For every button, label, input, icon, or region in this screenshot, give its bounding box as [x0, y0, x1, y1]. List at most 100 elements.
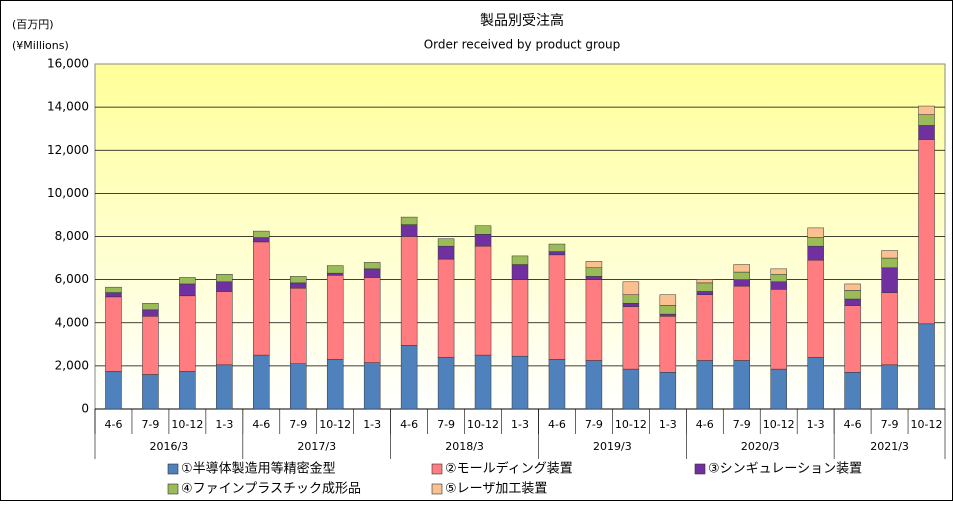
bar-segment: [844, 298, 861, 306]
bar-segment: [253, 354, 270, 410]
bar-segment: [400, 224, 418, 237]
bar-segment: [807, 237, 824, 247]
bar-segment: [659, 305, 677, 315]
bar-segment: [696, 282, 714, 292]
group-label: 2021/3: [870, 440, 909, 453]
bar-segment: [696, 294, 714, 361]
bar-segment: [253, 230, 270, 238]
bar-segment: [290, 363, 307, 410]
bar-segment: [363, 277, 381, 363]
bar-segment: [881, 257, 898, 269]
bar-segment: [474, 354, 492, 410]
bar-segment: [733, 264, 750, 273]
bar-segment: [105, 286, 122, 293]
y-tick-label: 4,000: [55, 315, 89, 329]
bar-segment: [733, 279, 750, 287]
bar-segment: [733, 360, 750, 410]
bar-segment: [659, 372, 677, 410]
y-tick-label: 2,000: [55, 358, 89, 372]
bar-segment: [659, 294, 677, 306]
bar-segment: [548, 359, 566, 410]
bar-segment: [733, 271, 750, 280]
legend-label: ③シンギュレーション装置: [708, 462, 862, 477]
bar-segment: [622, 303, 640, 307]
bar-segment: [142, 316, 159, 375]
bar-segment: [770, 268, 787, 275]
y-tick-label: 14,000: [47, 100, 89, 114]
bar-segment: [179, 283, 196, 297]
bar-segment: [881, 364, 898, 410]
legend-label: ①半導体製造用等精密金型: [181, 461, 336, 477]
bar-segment: [216, 291, 233, 366]
bar-segment: [363, 362, 381, 410]
legend-swatch: [167, 463, 179, 475]
bar-segment: [770, 289, 787, 370]
bar-segment: [216, 281, 233, 292]
bar-segment: [105, 371, 122, 410]
bar-segment: [548, 251, 566, 256]
bar-segment: [733, 285, 750, 361]
bar-segment: [216, 364, 233, 410]
bar-segment: [511, 279, 529, 357]
group-label: 2017/3: [297, 440, 336, 453]
bar-segment: [511, 264, 529, 280]
bar-segment: [437, 238, 455, 247]
bar-segment: [400, 236, 418, 346]
bar-segment: [363, 262, 381, 270]
y-tick-label: 6,000: [55, 272, 89, 286]
x-tick-label: 10-12: [615, 418, 647, 431]
bar-segment: [585, 276, 603, 280]
bar-segment: [253, 237, 270, 243]
y-tick-label: 16,000: [47, 57, 89, 71]
bar-segment: [918, 139, 935, 325]
x-tick-label: 1-3: [659, 418, 677, 431]
x-tick-label: 4-6: [400, 418, 418, 431]
x-tick-label: 10-12: [467, 418, 499, 431]
x-tick-label: 1-3: [511, 418, 529, 431]
x-tick-label: 10-12: [911, 418, 943, 431]
bar-segment: [622, 368, 640, 410]
bar-segment: [918, 105, 935, 115]
x-tick-label: 1-3: [363, 418, 381, 431]
bar-segment: [179, 371, 196, 410]
x-tick-label: 7-9: [585, 418, 603, 431]
bar-segment: [807, 357, 824, 410]
bar-segment: [216, 273, 233, 283]
y-unit-en: (¥Millions): [12, 39, 69, 52]
bar-segment: [770, 273, 787, 283]
x-tick-label: 10-12: [319, 418, 351, 431]
bar-segment: [511, 255, 529, 265]
bar-segment: [807, 227, 824, 238]
bar-segment: [770, 281, 787, 290]
legend-label: ②モールディング装置: [445, 461, 573, 477]
bar-segment: [548, 243, 566, 252]
x-tick-label: 4-6: [548, 418, 566, 431]
x-tick-label: 7-9: [881, 418, 899, 431]
bar-segment: [290, 276, 307, 284]
bar-segment: [585, 261, 603, 269]
bar-segment: [326, 272, 344, 276]
bar-segment: [807, 259, 824, 358]
bar-segment: [105, 296, 122, 372]
bar-segment: [585, 279, 603, 361]
bar-segment: [881, 267, 898, 293]
x-tick-label: 4-6: [696, 418, 714, 431]
bar-segment: [326, 359, 344, 410]
bar-segment: [511, 355, 529, 410]
bar-segment: [659, 313, 677, 317]
bar-segment: [179, 277, 196, 285]
group-label: 2019/3: [593, 440, 632, 453]
y-tick-label: 0: [81, 402, 89, 416]
bar-segment: [881, 250, 898, 259]
x-tick-label: 4-6: [252, 418, 270, 431]
legend-swatch: [431, 483, 443, 495]
bar-segment: [918, 114, 935, 126]
x-tick-label: 7-9: [141, 418, 159, 431]
x-tick-label: 7-9: [437, 418, 455, 431]
bar-segment: [326, 275, 344, 360]
chart-title: 製品別受注高: [480, 12, 564, 29]
x-tick-label: 7-9: [289, 418, 307, 431]
bar-segment: [437, 245, 455, 260]
bar-segment: [474, 234, 492, 247]
bar-segment: [696, 360, 714, 410]
